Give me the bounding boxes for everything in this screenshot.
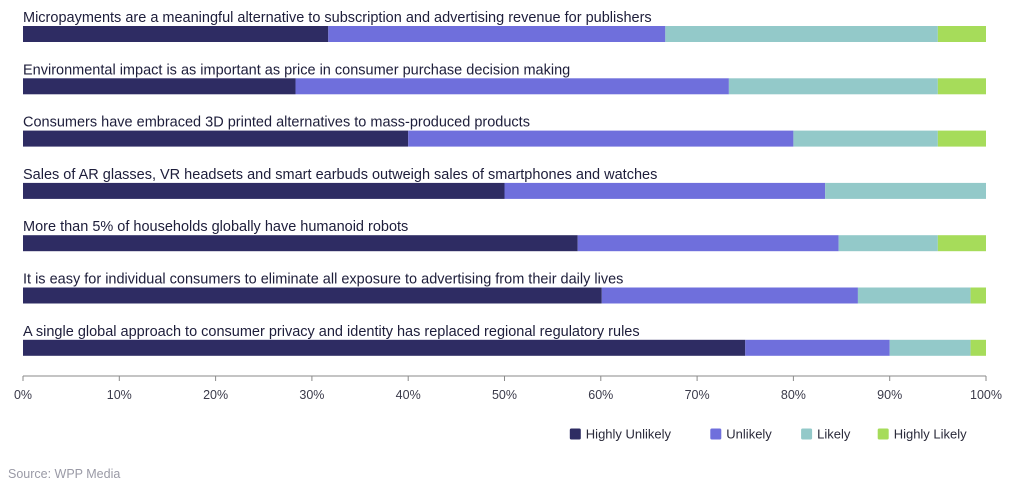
legend-swatch [710, 428, 722, 440]
x-tick-label: 50% [492, 388, 517, 402]
row-label: A single global approach to consumer pri… [23, 324, 640, 340]
bar-segment-likely [825, 182, 986, 199]
row-label: Sales of AR glasses, VR headsets and sma… [23, 167, 657, 183]
bar-segment-highly-unlikely [23, 78, 296, 95]
bar-segment-likely [728, 78, 938, 95]
bar-row: Environmental impact is as important as … [23, 62, 986, 95]
bar-segment-highly-likely [937, 26, 986, 42]
bar-segment-highly-unlikely [23, 182, 505, 199]
legend-label: Unlikely [726, 427, 772, 442]
x-tick-label: 80% [781, 388, 806, 402]
x-tick-label: 90% [877, 388, 902, 402]
x-tick-label: 10% [107, 388, 132, 402]
row-label: More than 5% of households globally have… [23, 219, 408, 235]
bar-segment-unlikely [408, 130, 794, 147]
bar-segment-unlikely [601, 287, 858, 304]
chart-rows: Micropayments are a meaningful alternati… [23, 10, 986, 356]
bar-segment-highly-likely [937, 130, 986, 147]
row-label: Consumers have embraced 3D printed alter… [23, 115, 530, 131]
bar-segment-unlikely [504, 182, 826, 199]
x-tick-label: 30% [299, 388, 324, 402]
bar-segment-highly-likely [937, 78, 986, 95]
bar-row: A single global approach to consumer pri… [23, 324, 986, 356]
x-tick-label: 0% [14, 388, 32, 402]
row-label: Micropayments are a meaningful alternati… [23, 10, 652, 26]
x-tick-label: 20% [203, 388, 228, 402]
legend: Highly Unlikely Unlikely Likely Highly Like… [569, 427, 967, 442]
bar-segment-likely [838, 235, 938, 252]
bar-segment-unlikely [295, 78, 729, 95]
source-note: Source: WPP Media [8, 467, 120, 481]
legend-label: Likely [817, 427, 851, 442]
bar-segment-highly-unlikely [23, 130, 409, 147]
row-label: Environmental impact is as important as … [23, 62, 570, 78]
bar-segment-likely [665, 26, 938, 42]
bar-row: Micropayments are a meaningful alternati… [23, 10, 986, 42]
x-axis: 0% 10% 20% 30% 40% 50% 60% 70% 80% 90% 100% [14, 375, 1002, 402]
bar-segment-unlikely [328, 26, 666, 42]
legend-label: Highly Likely [894, 427, 967, 442]
bar-segment-highly-unlikely [23, 287, 602, 304]
legend-swatch [801, 428, 813, 440]
legend-item: Highly Unlikely [569, 427, 672, 442]
row-label: It is easy for individual consumers to e… [23, 272, 623, 288]
bar-row: Sales of AR glasses, VR headsets and sma… [23, 167, 986, 199]
legend-item: Likely [801, 427, 851, 442]
bar-segment-likely [889, 339, 971, 356]
bar-segment-highly-likely [970, 287, 986, 304]
legend-swatch [569, 428, 581, 440]
bar-segment-likely [857, 287, 971, 304]
legend-item: Unlikely [710, 427, 772, 442]
bar-segment-highly-unlikely [23, 235, 578, 252]
bar-segment-highly-likely [937, 235, 986, 252]
bar-segment-unlikely [577, 235, 839, 252]
x-tick-label: 100% [970, 388, 1002, 402]
x-tick-label: 60% [588, 388, 613, 402]
bar-segment-highly-unlikely [23, 26, 329, 42]
bar-row: Consumers have embraced 3D printed alter… [23, 115, 986, 147]
bar-row: It is easy for individual consumers to e… [23, 272, 986, 304]
x-tick-label: 70% [685, 388, 710, 402]
x-tick-label: 40% [396, 388, 421, 402]
bar-row: More than 5% of households globally have… [23, 219, 986, 252]
bar-segment-unlikely [745, 339, 890, 356]
bar-segment-highly-likely [970, 339, 986, 356]
legend-swatch [877, 428, 889, 440]
bar-segment-highly-unlikely [23, 339, 746, 356]
bar-segment-likely [793, 130, 938, 147]
legend-item: Highly Likely [877, 427, 967, 442]
legend-label: Highly Unlikely [586, 427, 672, 442]
